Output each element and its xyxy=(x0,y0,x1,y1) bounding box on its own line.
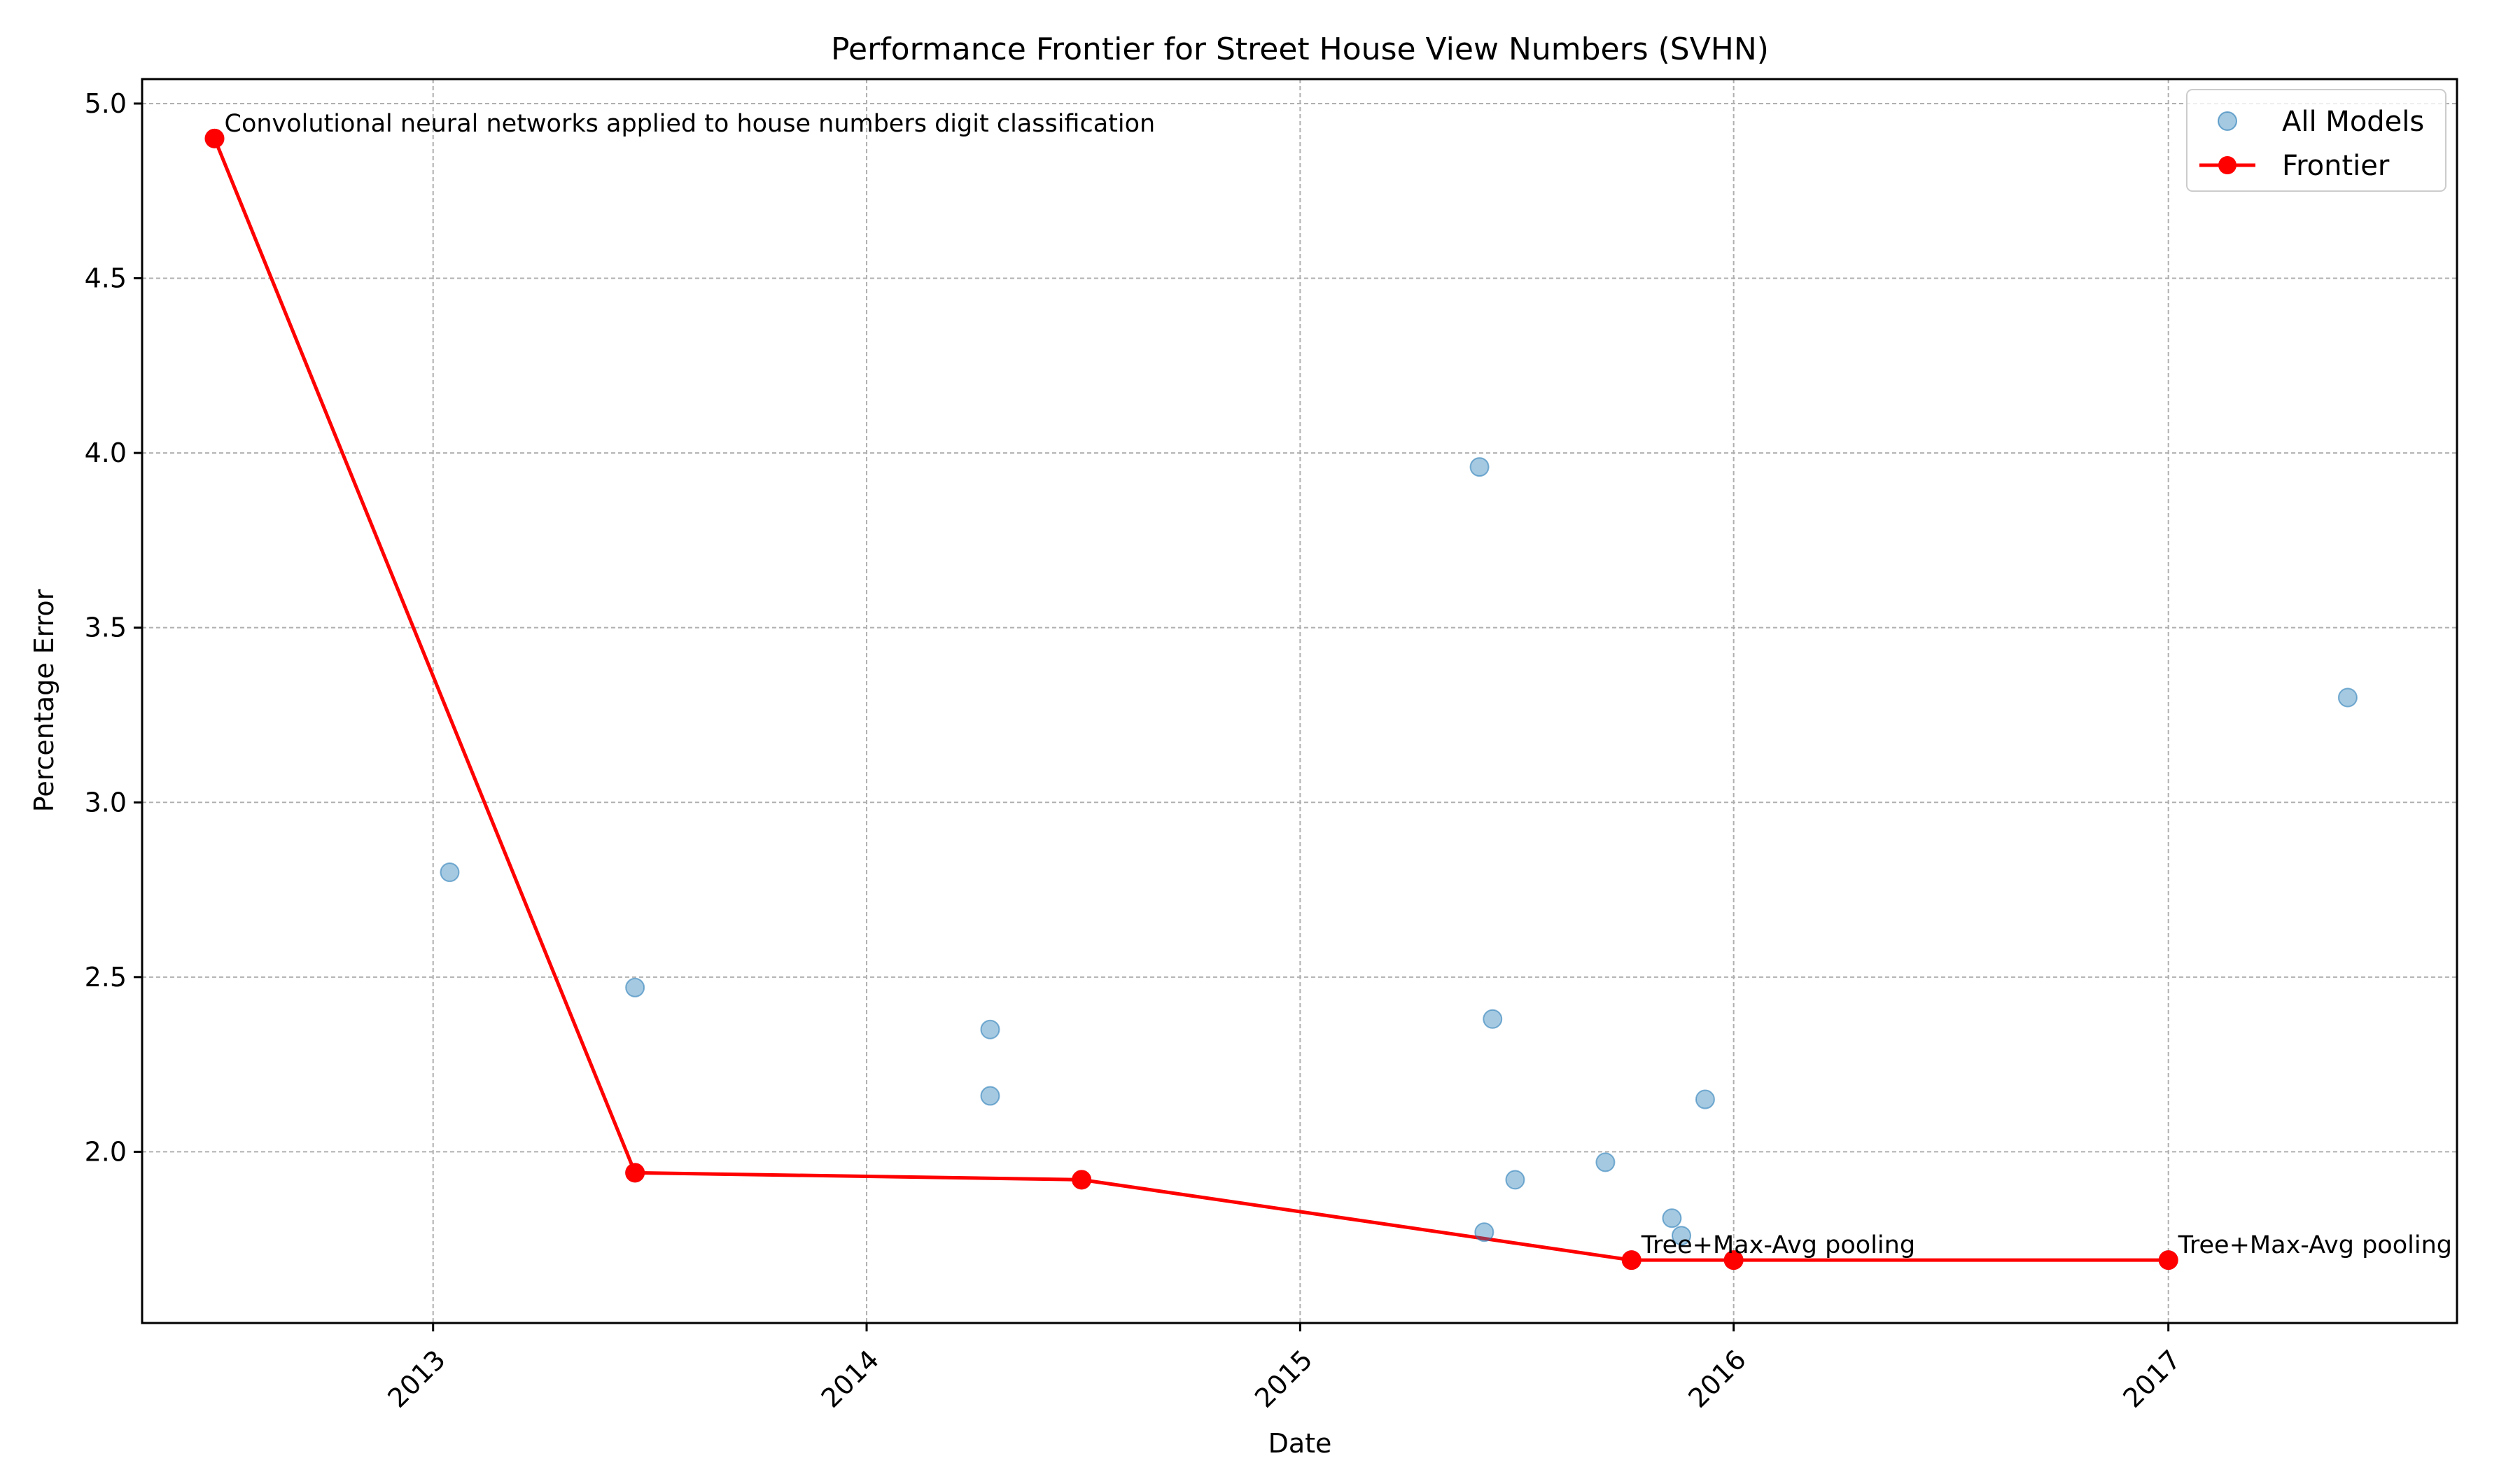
grid xyxy=(142,79,2457,1323)
frontier-point xyxy=(1072,1170,1092,1190)
annotation-label: Tree+Max-Avg pooling xyxy=(1641,1231,1915,1259)
annotations: Convolutional neural networks applied to… xyxy=(225,110,2452,1259)
frontier-point xyxy=(204,128,225,148)
scatter-point xyxy=(980,1086,1000,1106)
scatter-point xyxy=(1662,1208,1682,1228)
scatter-point xyxy=(1469,457,1490,477)
scatter-point xyxy=(625,977,645,997)
scatter-point xyxy=(1595,1152,1616,1172)
annotation-label: Tree+Max-Avg pooling xyxy=(2178,1231,2452,1259)
legend-marker-all-models xyxy=(2218,111,2237,131)
y-tick-label: 2.0 xyxy=(85,1136,127,1167)
frontier-line xyxy=(213,137,2169,1262)
y-tick-label: 3.0 xyxy=(85,787,127,818)
scatter-point xyxy=(1505,1170,1525,1190)
frontier-point xyxy=(625,1163,645,1183)
frontier-point xyxy=(1621,1250,1642,1270)
y-axis: 2.0 2.5 3.0 3.5 4.0 4.5 5.0 xyxy=(85,88,142,1167)
legend-label-all-models: All Models xyxy=(2282,106,2424,138)
y-tick-label: 3.5 xyxy=(85,612,127,643)
y-axis-label: Percentage Error xyxy=(29,589,59,812)
legend-marker-frontier xyxy=(2218,156,2236,174)
frontier-point xyxy=(2158,1250,2178,1270)
scatter-point xyxy=(1672,1226,1692,1246)
scatter-point xyxy=(1474,1222,1494,1242)
legend-label-frontier: Frontier xyxy=(2282,150,2390,182)
legend: All Models Frontier xyxy=(2186,89,2446,192)
scatter-point xyxy=(1695,1089,1715,1110)
y-tick-label: 5.0 xyxy=(85,88,127,119)
y-tick-label: 4.0 xyxy=(85,438,127,468)
y-tick-label: 4.5 xyxy=(85,263,127,294)
frontier-series xyxy=(213,137,2169,1262)
scatter-point xyxy=(1483,1009,1503,1029)
chart-title: Performance Frontier for Street House Vi… xyxy=(831,31,1769,67)
frontier-point xyxy=(1723,1250,1744,1270)
scatter-point xyxy=(2337,687,2358,708)
x-axis-label: Date xyxy=(1268,1428,1332,1459)
scatter-point xyxy=(980,1019,1000,1040)
scatter-point xyxy=(440,862,460,883)
y-tick-label: 2.5 xyxy=(85,962,127,993)
annotation-label: Convolutional neural networks applied to… xyxy=(225,110,1156,138)
frontier-markers xyxy=(204,128,2178,1270)
